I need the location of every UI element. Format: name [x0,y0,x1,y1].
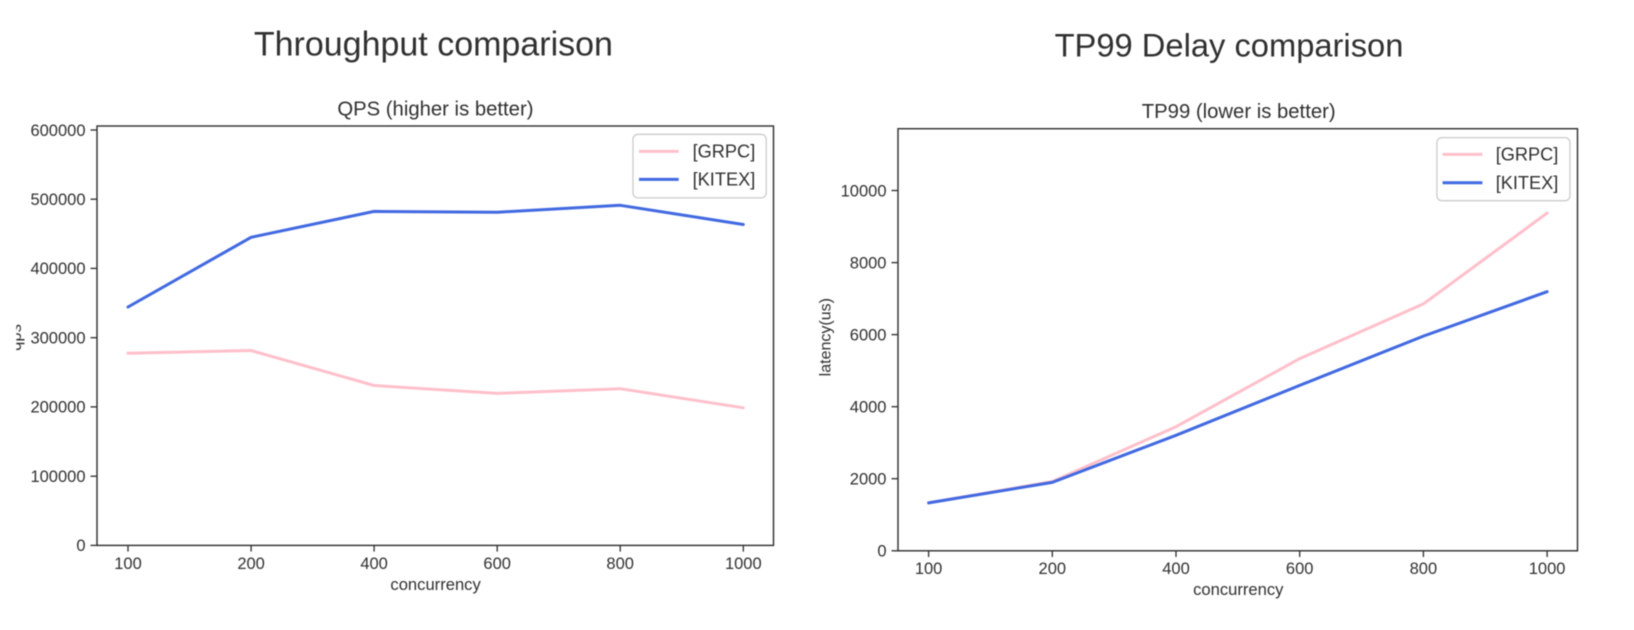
svg-text:100000: 100000 [30,468,85,486]
svg-text:200: 200 [1039,560,1067,578]
svg-text:600: 600 [1286,560,1314,578]
svg-text:1000: 1000 [725,555,762,573]
svg-text:400000: 400000 [30,260,85,278]
svg-text:latency(us): latency(us) [818,298,835,376]
svg-text:6000: 6000 [850,326,887,344]
svg-text:500000: 500000 [30,191,85,209]
svg-text:800: 800 [606,555,634,573]
svg-text:100: 100 [915,560,943,578]
svg-text:0: 0 [76,537,85,555]
svg-text:600: 600 [483,555,511,573]
svg-text:200000: 200000 [30,399,85,417]
svg-text:TP99 (lower is better): TP99 (lower is better) [1142,101,1336,123]
svg-text:100: 100 [114,555,142,573]
svg-text:400: 400 [360,555,388,573]
svg-text:TP99 Delay comparison: TP99 Delay comparison [1055,26,1404,63]
svg-text:300000: 300000 [30,330,85,348]
svg-text:[KITEX]: [KITEX] [1496,173,1559,193]
svg-text:concurrency: concurrency [390,575,481,594]
svg-text:600000: 600000 [30,122,85,140]
svg-text:8000: 8000 [850,254,887,272]
svg-text:10000: 10000 [841,182,887,200]
svg-text:400: 400 [1162,560,1190,578]
svg-text:concurrency: concurrency [1193,580,1284,599]
svg-text:Throughput comparison: Throughput comparison [254,26,613,64]
svg-text:qps: qps [6,324,25,351]
svg-text:200: 200 [237,555,265,573]
svg-text:[KITEX]: [KITEX] [693,170,756,190]
svg-text:[GRPC]: [GRPC] [1496,145,1559,165]
svg-text:QPS (higher is better): QPS (higher is better) [337,99,533,121]
svg-text:800: 800 [1410,560,1438,578]
svg-text:1000: 1000 [1529,560,1566,578]
svg-text:4000: 4000 [850,399,887,417]
svg-text:2000: 2000 [850,471,887,489]
svg-text:0: 0 [877,543,886,561]
svg-text:[GRPC]: [GRPC] [693,142,756,162]
